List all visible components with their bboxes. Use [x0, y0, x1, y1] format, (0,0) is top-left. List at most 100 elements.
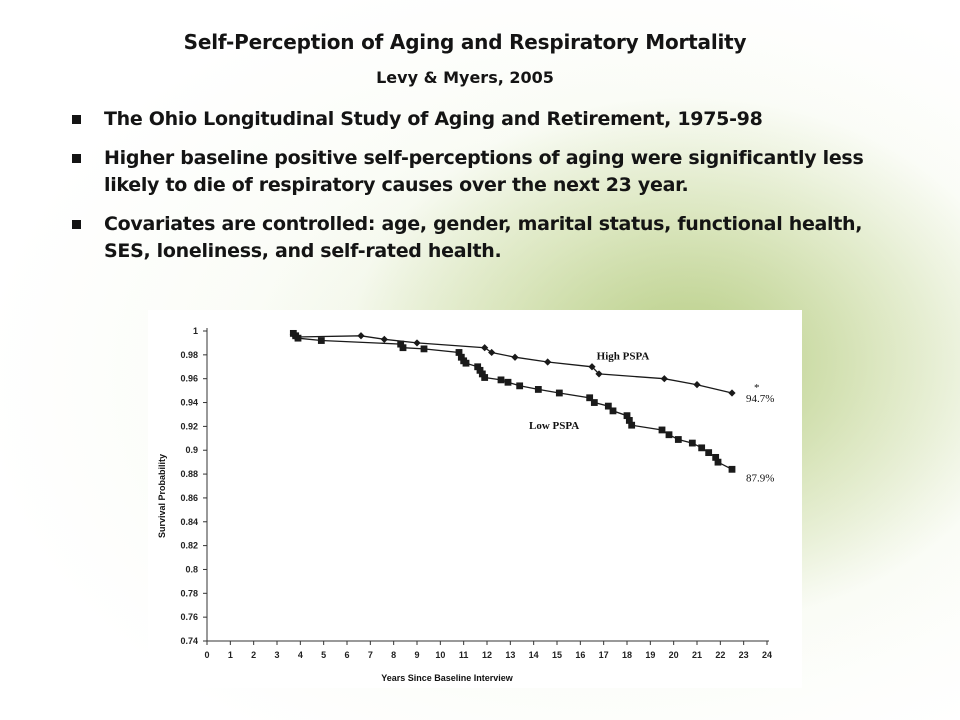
bullet-text: Higher baseline positive self-perception…: [104, 147, 864, 196]
x-tick-label: 10: [435, 650, 445, 660]
low-pspa-point: [462, 359, 470, 367]
y-tick-label: 0.76: [180, 612, 198, 622]
x-tick-label: 7: [368, 650, 373, 660]
low-pspa-point: [504, 378, 512, 386]
y-tick-label: 0.86: [180, 493, 198, 503]
x-tick-label: 1: [228, 650, 233, 660]
x-tick-label: 21: [692, 650, 702, 660]
high-pspa-point: [380, 335, 388, 343]
labels-layer: Years Since Baseline Interview Survival P…: [157, 351, 774, 683]
x-tick-label: 16: [575, 650, 585, 660]
high-pspa-point: [357, 332, 365, 340]
square-bullet-icon: [72, 115, 81, 124]
low-pspa-point: [688, 439, 696, 447]
high-pspa-point: [728, 389, 736, 397]
low-pspa-point: [590, 399, 598, 406]
x-tick-label: 22: [715, 650, 725, 660]
axes-layer: 0 1 2 3 4 5 6 7 8 9 10 11 12 13 14 15 16 17 18 19 20 21 22 23 24…: [180, 326, 772, 660]
low-pspa-point: [397, 340, 405, 348]
low-pspa-point: [317, 337, 325, 344]
y-axis-title: Survival Probability: [157, 454, 167, 538]
low-pspa-point: [294, 334, 302, 342]
x-tick-label: 24: [762, 650, 772, 660]
x-axis-title: Years Since Baseline Interview: [381, 673, 514, 683]
x-tick-label: 8: [391, 650, 396, 660]
x-tick-label: 23: [739, 650, 749, 660]
x-tick-label: 9: [414, 650, 419, 660]
y-tick-label: 0.88: [180, 469, 198, 479]
y-tick-label: 1: [193, 326, 198, 336]
low-pspa-end-value: 87.9%: [746, 472, 774, 484]
low-pspa-point: [474, 363, 482, 371]
square-bullet-icon: [72, 220, 81, 229]
low-pspa-point: [399, 344, 407, 352]
low-pspa-line: [292, 332, 733, 470]
x-tick-label: 13: [505, 650, 515, 660]
x-tick-label: 19: [645, 650, 655, 660]
square-bullet-icon: [72, 154, 81, 163]
low-pspa-series-label: Low PSPA: [529, 420, 579, 432]
high-pspa-point: [588, 363, 596, 371]
bullet-list: The Ohio Longitudinal Study of Aging and…: [68, 106, 868, 277]
y-tick-label: 0.82: [180, 541, 198, 551]
x-tick-label: 6: [344, 650, 349, 660]
high-pspa-point: [660, 375, 668, 383]
low-pspa-point: [712, 453, 720, 461]
high-pspa-line: [292, 334, 733, 394]
low-pspa-point: [625, 417, 633, 424]
low-pspa-point: [623, 412, 631, 420]
x-tick-label: 11: [459, 650, 469, 660]
high-pspa-point: [481, 344, 489, 352]
y-tick-label: 0.92: [180, 421, 198, 431]
slide-title: Self-Perception of Aging and Respiratory…: [183, 30, 747, 54]
high-pspa-end-value: 94.7%: [746, 393, 774, 405]
x-tick-label: 14: [529, 650, 539, 660]
x-tick-label: 0: [204, 650, 209, 660]
y-tick-label: 0.96: [180, 374, 198, 384]
low-pspa-point: [478, 370, 486, 378]
low-pspa-point: [698, 444, 706, 452]
bullet-text: Covariates are controlled: age, gender, …: [104, 213, 863, 262]
bullet-item: Covariates are controlled: age, gender, …: [68, 211, 868, 265]
low-pspa-point: [665, 431, 673, 439]
high-pspa-point: [544, 358, 552, 366]
low-pspa-point: [516, 382, 524, 390]
x-tick-label: 2: [251, 650, 256, 660]
low-pspa-point: [604, 402, 612, 410]
survival-chart: 0 1 2 3 4 5 6 7 8 9 10 11 12 13 14 15 16 17 18 19 20 21 22 23 24…: [157, 326, 774, 683]
y-tick-label: 0.84: [180, 517, 198, 527]
x-tick-label: 3: [274, 650, 279, 660]
low-pspa-point: [420, 345, 428, 353]
bullet-item: The Ohio Longitudinal Study of Aging and…: [68, 106, 868, 133]
y-tick-label: 0.74: [180, 636, 198, 646]
high-pspa-point: [511, 353, 519, 361]
low-pspa-point: [555, 389, 563, 397]
x-tick-label: 20: [669, 650, 679, 660]
chart-panel: 0 1 2 3 4 5 6 7 8 9 10 11 12 13 14 15 16 17 18 19 20 21 22 23 24…: [148, 310, 802, 688]
low-pspa-point: [586, 394, 594, 402]
high-pspa-series-label: High PSPA: [597, 351, 650, 363]
x-tick-label: 15: [552, 650, 562, 660]
y-tick-label: 0.9: [185, 445, 198, 455]
x-tick-label: 17: [599, 650, 609, 660]
bullet-text: The Ohio Longitudinal Study of Aging and…: [104, 108, 763, 130]
y-tick-label: 0.98: [180, 350, 198, 360]
series-layer: [289, 329, 736, 473]
slide-subtitle: Levy & Myers, 2005: [376, 68, 554, 87]
low-pspa-point: [481, 374, 489, 381]
y-tick-label: 0.8: [185, 564, 198, 574]
low-pspa-point: [674, 436, 682, 443]
x-tick-label: 5: [321, 650, 326, 660]
high-pspa-point: [693, 381, 701, 389]
low-pspa-point: [705, 449, 713, 457]
y-tick-label: 0.94: [180, 398, 198, 408]
y-tick-label: 0.78: [180, 588, 198, 598]
low-pspa-point: [728, 465, 736, 473]
significance-marker: *: [754, 382, 760, 394]
high-pspa-point: [488, 348, 496, 357]
x-tick-label: 4: [298, 650, 303, 660]
low-pspa-point: [476, 366, 484, 374]
low-pspa-point: [497, 376, 505, 384]
low-pspa-point: [628, 421, 636, 429]
